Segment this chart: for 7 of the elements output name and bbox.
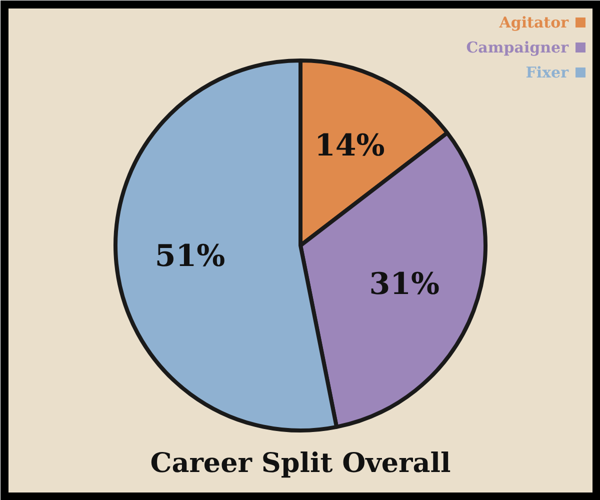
legend-label: Fixer (526, 64, 570, 82)
data-label: 14% (314, 128, 385, 164)
data-label: 31% (369, 267, 440, 302)
text: Career Split Overall (150, 448, 451, 479)
data-label: 51% (154, 238, 226, 274)
legend-label: Agitator (498, 14, 570, 32)
legend-label: Campaigner (466, 38, 570, 56)
